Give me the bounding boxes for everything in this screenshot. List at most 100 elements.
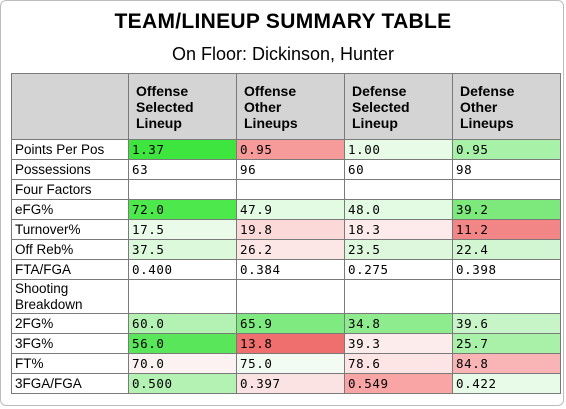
value-cell: 11.2 [452,219,561,240]
value-cell: 96 [236,159,345,180]
value-cell: 37.5 [128,239,237,260]
cell-value: 34.8 [348,316,381,331]
cell-value: 0.422 [456,376,497,391]
empty-cell [236,179,345,200]
empty-cell [452,279,561,314]
cell-value: 84.8 [456,356,489,371]
value-cell: 1.37 [128,139,237,160]
header-cell-defense-other: Defense Other Lineups [452,73,561,140]
row-label: 3FG% [11,333,129,354]
value-cell: 60.0 [128,313,237,334]
row-label: FT% [11,353,129,374]
cell-value: 98 [456,162,473,177]
value-cell: 47.9 [236,199,345,220]
cell-value: 0.500 [132,376,173,391]
row-label: 2FG% [11,313,129,334]
table-row: Points Per Pos 1.37 0.95 1.00 0.95 [11,139,561,160]
value-cell: 56.0 [128,333,237,354]
cell-value: 0.400 [132,262,173,277]
row-label: Possessions [11,159,129,180]
value-cell: 19.8 [236,219,345,240]
table-row: 2FG% 60.0 65.9 34.8 39.6 [11,313,561,334]
value-cell: 72.0 [128,199,237,220]
value-cell: 39.6 [452,313,561,334]
cell-value: 18.3 [348,222,381,237]
cell-value: 1.37 [132,142,165,157]
value-cell: 0.422 [452,373,561,394]
row-label: 3FGA/FGA [11,373,129,394]
value-cell: 0.384 [236,259,345,280]
section-row: Shooting Breakdown [11,279,561,314]
value-cell: 48.0 [344,199,453,220]
cell-value: 22.4 [456,242,489,257]
value-cell: 39.2 [452,199,561,220]
value-cell: 78.6 [344,353,453,374]
cell-value: 13.8 [240,336,273,351]
value-cell: 98 [452,159,561,180]
table-body: Points Per Pos 1.37 0.95 1.00 0.95 Possession… [11,139,561,394]
value-cell: 13.8 [236,333,345,354]
cell-value: 39.6 [456,316,489,331]
cell-value: 17.5 [132,222,165,237]
cell-value: 39.2 [456,202,489,217]
cell-value: 48.0 [348,202,381,217]
empty-cell [344,279,453,314]
value-cell: 63 [128,159,237,180]
table-row: FT% 70.0 75.0 78.6 84.8 [11,353,561,374]
value-cell: 0.95 [452,139,561,160]
cell-value: 0.95 [240,142,273,157]
empty-cell [236,279,345,314]
page-subtitle: On Floor: Dickinson, Hunter [171,44,395,64]
empty-cell [128,279,237,314]
cell-value: 70.0 [132,356,165,371]
cell-value: 0.384 [240,262,281,277]
value-cell: 18.3 [344,219,453,240]
cell-value: 0.275 [348,262,389,277]
empty-cell [344,179,453,200]
table-row: Off Reb% 37.5 26.2 23.5 22.4 [11,239,561,260]
value-cell: 34.8 [344,313,453,334]
value-cell: 0.397 [236,373,345,394]
value-cell: 0.275 [344,259,453,280]
value-cell: 70.0 [128,353,237,374]
section-label: Shooting Breakdown [11,279,129,314]
cell-value: 19.8 [240,222,273,237]
row-label: FTA/FGA [11,259,129,280]
cell-value: 0.398 [456,262,497,277]
table-row: eFG% 72.0 47.9 48.0 39.2 [11,199,561,220]
header-row: Offense Selected Lineup Offense Other Li… [11,73,561,140]
cell-value: 56.0 [132,336,165,351]
header-cell-offense-selected: Offense Selected Lineup [128,73,237,140]
cell-value: 25.7 [456,336,489,351]
value-cell: 65.9 [236,313,345,334]
section-label: Four Factors [11,179,129,200]
cell-value: 47.9 [240,202,273,217]
cell-value: 0.549 [348,376,389,391]
page-title: TEAM/LINEUP SUMMARY TABLE [114,10,452,33]
header-cell-offense-other: Offense Other Lineups [236,73,345,140]
cell-value: 39.3 [348,336,381,351]
cell-value: 37.5 [132,242,165,257]
value-cell: 1.00 [344,139,453,160]
empty-cell [128,179,237,200]
cell-value: 11.2 [456,222,489,237]
cell-value: 0.95 [456,142,489,157]
value-cell: 0.398 [452,259,561,280]
value-cell: 39.3 [344,333,453,354]
cell-value: 23.5 [348,242,381,257]
value-cell: 26.2 [236,239,345,260]
cell-value: 65.9 [240,316,273,331]
cell-value: 78.6 [348,356,381,371]
value-cell: 60 [344,159,453,180]
value-cell: 0.500 [128,373,237,394]
value-cell: 23.5 [344,239,453,260]
table-row: Turnover% 17.5 19.8 18.3 11.2 [11,219,561,240]
value-cell: 0.400 [128,259,237,280]
cell-value: 26.2 [240,242,273,257]
row-label: Points Per Pos [11,139,129,160]
cell-value: 1.00 [348,142,381,157]
table-row: 3FGA/FGA 0.500 0.397 0.549 0.422 [11,373,561,394]
cell-value: 72.0 [132,202,165,217]
table-row: Possessions 63 96 60 98 [11,159,561,180]
summary-table: Offense Selected Lineup Offense Other Li… [11,73,561,394]
